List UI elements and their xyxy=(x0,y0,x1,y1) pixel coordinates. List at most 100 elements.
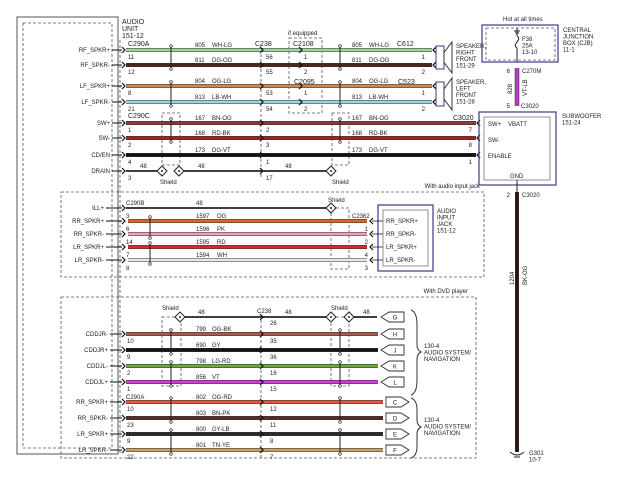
connector-pin-icon xyxy=(121,119,126,127)
circuit-number: 173 xyxy=(352,148,363,154)
connector-pin-icon xyxy=(121,414,126,422)
ground-icon xyxy=(509,451,525,458)
shield-dot xyxy=(330,316,332,318)
twist-marker xyxy=(169,384,173,388)
destination-label: NAVIGATION xyxy=(424,431,460,437)
circuit-number: 802 xyxy=(196,395,207,401)
dvd-player-section xyxy=(60,296,477,459)
end-pin-number: 7 xyxy=(469,128,473,134)
jack-pin-label: RR_SPKR- xyxy=(386,232,416,238)
audio-input-jack-section xyxy=(60,191,485,278)
wire-color-code: GY-LB xyxy=(212,427,229,433)
connector-pin-number: 2 xyxy=(128,143,132,149)
cjb-box xyxy=(481,24,559,63)
shield-dot xyxy=(330,170,332,172)
destination-label: AUDIO SYSTEM/ xyxy=(424,425,471,431)
c238-pin-number: 3 xyxy=(266,143,270,149)
connector-pin-icon xyxy=(121,230,126,238)
c238-pin-number: 2 xyxy=(266,128,270,134)
connector-pin-icon xyxy=(259,167,264,175)
twist-marker xyxy=(169,140,173,144)
speaker-name: LEFT xyxy=(456,87,471,93)
speaker-name: FRONT xyxy=(456,93,477,99)
brace-icon xyxy=(410,397,423,459)
connector-pin-icon xyxy=(121,398,126,406)
twist-marker xyxy=(169,396,173,400)
connector-c270m: C270M xyxy=(522,69,541,75)
circuit-number: 804 xyxy=(352,79,363,85)
jack-name: AUDIO xyxy=(437,209,456,215)
circuit-number: 1204 xyxy=(510,271,516,285)
connector-pin-number: 11 xyxy=(128,55,135,61)
twist-marker xyxy=(338,104,342,108)
end-pin-number: 1 xyxy=(422,55,426,61)
connector-pin-icon xyxy=(121,217,126,225)
pin-label-lf-spkr-: LF_SPKR+ xyxy=(80,84,111,90)
fuse-label: 13-10 xyxy=(522,50,538,56)
connector-pin-icon xyxy=(259,362,264,370)
wire-color-code: VT xyxy=(212,375,220,381)
brace-icon xyxy=(410,309,423,396)
circuit-number: 799 xyxy=(196,327,207,333)
end-pin-number: 1 xyxy=(365,227,369,233)
circuit-number: 811 xyxy=(195,58,205,64)
shield-dot xyxy=(178,170,180,172)
speaker-name: FRONT xyxy=(456,57,477,63)
if-equipped-note: if equipped xyxy=(288,31,317,37)
audio-unit-inner xyxy=(22,22,113,449)
twist-marker xyxy=(338,360,342,364)
connector-tag-label: E xyxy=(393,433,397,439)
c238-pin-number: 12 xyxy=(270,407,277,413)
circuit-number: 48 xyxy=(196,201,203,207)
connector-pin-icon xyxy=(259,414,264,422)
circuit-number: 690 xyxy=(196,343,207,349)
connector-pin-icon xyxy=(121,346,126,354)
twist-marker xyxy=(338,80,342,84)
wire-color-code: OG-RD xyxy=(212,395,233,401)
shield-dot xyxy=(161,170,163,172)
twist-marker xyxy=(169,328,173,332)
c238-pin-number: 56 xyxy=(266,55,273,61)
cjb-label: CENTRAL xyxy=(563,28,592,34)
circuit-number: 168 xyxy=(352,131,363,137)
connector-tag-label: K xyxy=(393,365,397,371)
section-title: With audio input jack xyxy=(425,184,481,190)
connector-c3020: C3020 xyxy=(521,104,539,110)
wire-color-code: PK xyxy=(217,227,225,233)
jack-pin-label: LR_SPKR- xyxy=(386,258,415,264)
connector-pin-icon xyxy=(121,98,126,106)
wire-color-code: WH xyxy=(217,253,227,259)
connector-pin-number: 9 xyxy=(127,355,131,361)
connector-pin-icon xyxy=(259,82,264,90)
twist-marker xyxy=(148,215,152,219)
connector-c290b: C290B xyxy=(126,201,144,207)
twist-marker xyxy=(169,352,173,356)
jack-name: INPUT xyxy=(437,216,455,222)
circuit-number: 803 xyxy=(196,411,207,417)
c238-pin-number: 7 xyxy=(270,455,274,461)
pin-label-rf-spkr-: RF_SPKR+ xyxy=(79,48,111,54)
end-pin-number: 4 xyxy=(365,253,369,259)
c238-pin-number: 17 xyxy=(266,176,273,182)
speaker-name: RIGHT xyxy=(456,51,475,57)
connector-pin-icon xyxy=(298,61,303,69)
wire-color-code: OG-LG xyxy=(369,79,389,85)
jack-inner xyxy=(382,209,429,267)
connector-pin-icon xyxy=(259,61,264,69)
wire-color-code: LG-RD xyxy=(212,359,231,365)
cjb-label: 11-1 xyxy=(563,48,575,54)
circuit-number: 48 xyxy=(285,164,292,170)
pin-label: ILL+ xyxy=(92,206,104,212)
c238-pin-number: 11 xyxy=(270,423,277,429)
connector-pin-icon xyxy=(259,46,264,54)
circuit-number: 811 xyxy=(352,58,362,64)
shield-box xyxy=(330,207,350,270)
pin-label-sw-: SW- xyxy=(98,136,110,142)
connector-pin-number: 8 xyxy=(128,91,132,97)
circuit-number: 804 xyxy=(195,79,206,85)
connector-tag-label: H xyxy=(393,333,397,339)
circuit-number: 48 xyxy=(363,310,370,316)
wire-color-code: BN-OG xyxy=(369,116,389,122)
speaker-name: 151-29 xyxy=(456,64,475,70)
cjb-label: BOX (CJB) xyxy=(563,41,593,47)
